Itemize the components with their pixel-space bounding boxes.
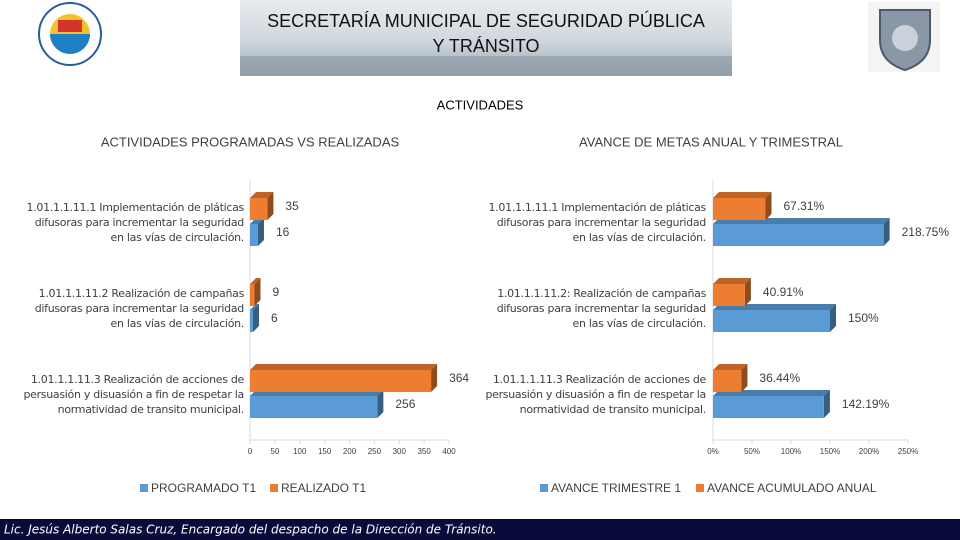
legend-label: AVANCE TRIMESTRE 1	[551, 481, 681, 495]
data-label: 36.44%	[759, 371, 800, 385]
bar	[250, 224, 258, 246]
bar-depth-side	[431, 364, 438, 392]
category-label: 1.01.1.1.11.3 Realización de acciones de…	[485, 373, 706, 416]
legend-swatch	[140, 484, 148, 492]
bar	[250, 284, 255, 306]
category-label: 1.01.1.1.11.3 Realización de acciones de…	[23, 373, 244, 416]
data-label: 142.19%	[842, 397, 890, 411]
bar-depth-top	[713, 192, 772, 198]
footer-bar	[0, 519, 960, 540]
x-tick-label: 100%	[781, 447, 801, 456]
bar	[713, 284, 745, 306]
x-tick-label: 100	[293, 447, 307, 456]
x-tick-label: 200%	[859, 447, 879, 456]
bar-depth-side	[254, 278, 261, 306]
bar-depth-top	[713, 364, 748, 370]
x-tick-label: 50	[270, 447, 279, 456]
x-tick-label: 50%	[744, 447, 760, 456]
municipal-logo	[38, 2, 102, 66]
data-label: 218.75%	[902, 225, 950, 239]
bar	[713, 370, 742, 392]
legend-swatch	[270, 484, 278, 492]
data-label: 40.91%	[763, 285, 804, 299]
x-tick-label: 150	[318, 447, 332, 456]
bar-depth-side	[765, 192, 772, 220]
data-label: 364	[449, 371, 469, 385]
x-tick-label: 0%	[707, 447, 719, 456]
category-label: 1.01.1.1.11.2: Realización de campañas d…	[496, 287, 707, 330]
x-tick-label: 400	[442, 447, 456, 456]
data-label: 6	[271, 311, 278, 325]
bar-depth-side	[744, 278, 751, 306]
x-tick-label: 150%	[820, 447, 840, 456]
data-label: 16	[276, 225, 290, 239]
bar	[713, 224, 884, 246]
chart-title: AVANCE DE METAS ANUAL Y TRIMESTRAL	[579, 134, 843, 149]
bar	[250, 310, 253, 332]
bar-depth-side	[741, 364, 748, 392]
bar	[250, 198, 268, 220]
section-title: ACTIVIDADES	[437, 97, 524, 112]
bar-depth-side	[257, 218, 264, 246]
bar-depth-side	[823, 390, 830, 418]
chart-title: ACTIVIDADES PROGRAMADAS VS REALIZADAS	[101, 134, 400, 149]
header-title-line: Y TRÁNSITO	[432, 36, 539, 56]
category-label: 1.01.1.1.11.1 Implementación de pláticas…	[488, 201, 707, 244]
x-tick-label: 300	[393, 447, 407, 456]
bar	[713, 396, 824, 418]
bar	[250, 370, 432, 392]
bar	[713, 198, 766, 220]
legend-label: AVANCE ACUMULADO ANUAL	[707, 481, 877, 495]
legend-swatch	[696, 484, 704, 492]
header-title-line: SECRETARÍA MUNICIPAL DE SEGURIDAD PÚBLIC…	[267, 10, 705, 31]
bar-depth-side	[830, 304, 836, 332]
bar-depth-top	[250, 304, 259, 310]
data-label: 67.31%	[784, 199, 825, 213]
data-label: 9	[272, 285, 279, 299]
bar-depth-side	[252, 304, 259, 332]
police-badge	[868, 2, 940, 72]
x-tick-label: 250%	[898, 447, 918, 456]
x-tick-label: 350	[417, 447, 431, 456]
legend-label: REALIZADO T1	[281, 481, 366, 495]
category-label: 1.01.1.1.11.1 Implementación de pláticas…	[26, 201, 245, 244]
x-tick-label: 250	[368, 447, 382, 456]
x-tick-label: 200	[343, 447, 357, 456]
bar-depth-side	[267, 192, 274, 220]
header-banner-shade	[240, 56, 732, 76]
bar-depth-top	[250, 192, 274, 198]
x-tick-label: 0	[248, 447, 253, 456]
data-label: 256	[395, 397, 415, 411]
category-label: 1.01.1.1.11.2 Realización de campañas di…	[34, 287, 245, 330]
bar	[250, 396, 378, 418]
legend-label: PROGRAMADO T1	[151, 481, 256, 495]
bar-depth-side	[377, 390, 384, 418]
bar-depth-top	[250, 364, 438, 370]
bar-depth-top	[713, 278, 751, 284]
bar-depth-top	[713, 390, 830, 396]
data-label: 150%	[848, 311, 879, 325]
footer-text: Lic. Jesús Alberto Salas Cruz, Encargado…	[4, 523, 497, 537]
data-label: 35	[285, 199, 299, 213]
bar-depth-top	[250, 278, 261, 284]
legend-swatch	[540, 484, 548, 492]
bar-depth-side	[883, 218, 890, 246]
bar	[713, 310, 830, 332]
